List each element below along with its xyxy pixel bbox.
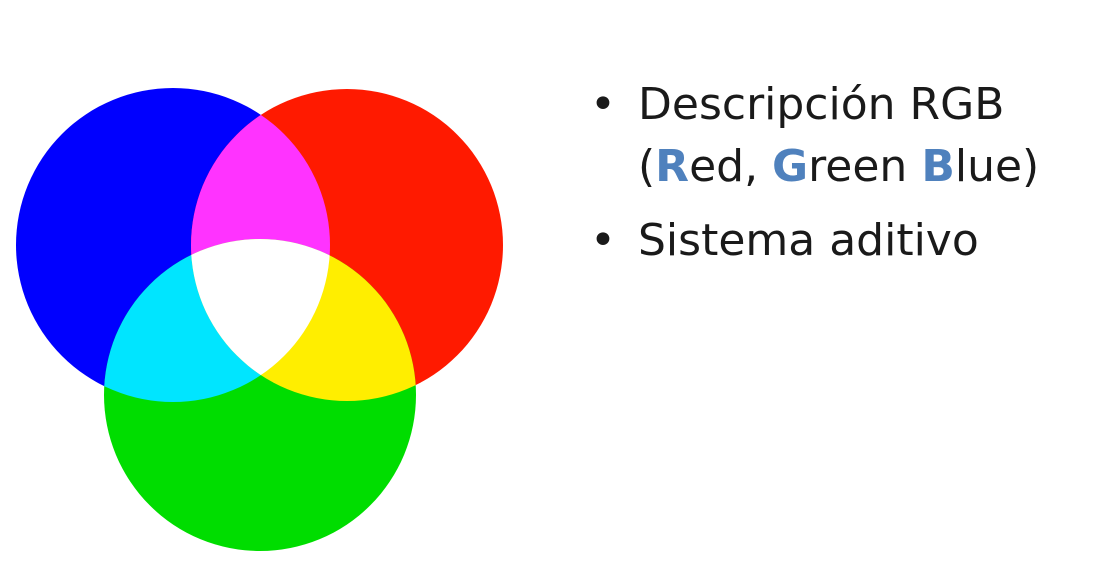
- green-rest: reen: [808, 141, 922, 192]
- blue-initial: B: [921, 141, 955, 192]
- open-paren: (: [638, 141, 656, 192]
- red-initial: R: [655, 141, 690, 192]
- rgb-venn-diagram: [16, 88, 503, 551]
- blue-rest: lue): [954, 141, 1040, 192]
- bullet-additive-system: • Sistema aditivo: [582, 210, 1097, 272]
- bullet-list: • Descripción RGB (Red, Green Blue) • Si…: [582, 74, 1097, 272]
- additive-system-text: Sistema aditivo: [638, 215, 979, 266]
- rgb-description-line1: Descripción RGB: [638, 79, 1005, 130]
- green-initial: G: [772, 141, 809, 192]
- bullet-rgb-description: • Descripción RGB (Red, Green Blue): [582, 74, 1097, 198]
- red-rest: ed,: [689, 141, 773, 192]
- bullet-dot-icon: •: [590, 215, 616, 266]
- rgb-expansion-line2: (Red, Green Blue): [638, 141, 1039, 192]
- bullet-dot-icon: •: [590, 79, 616, 130]
